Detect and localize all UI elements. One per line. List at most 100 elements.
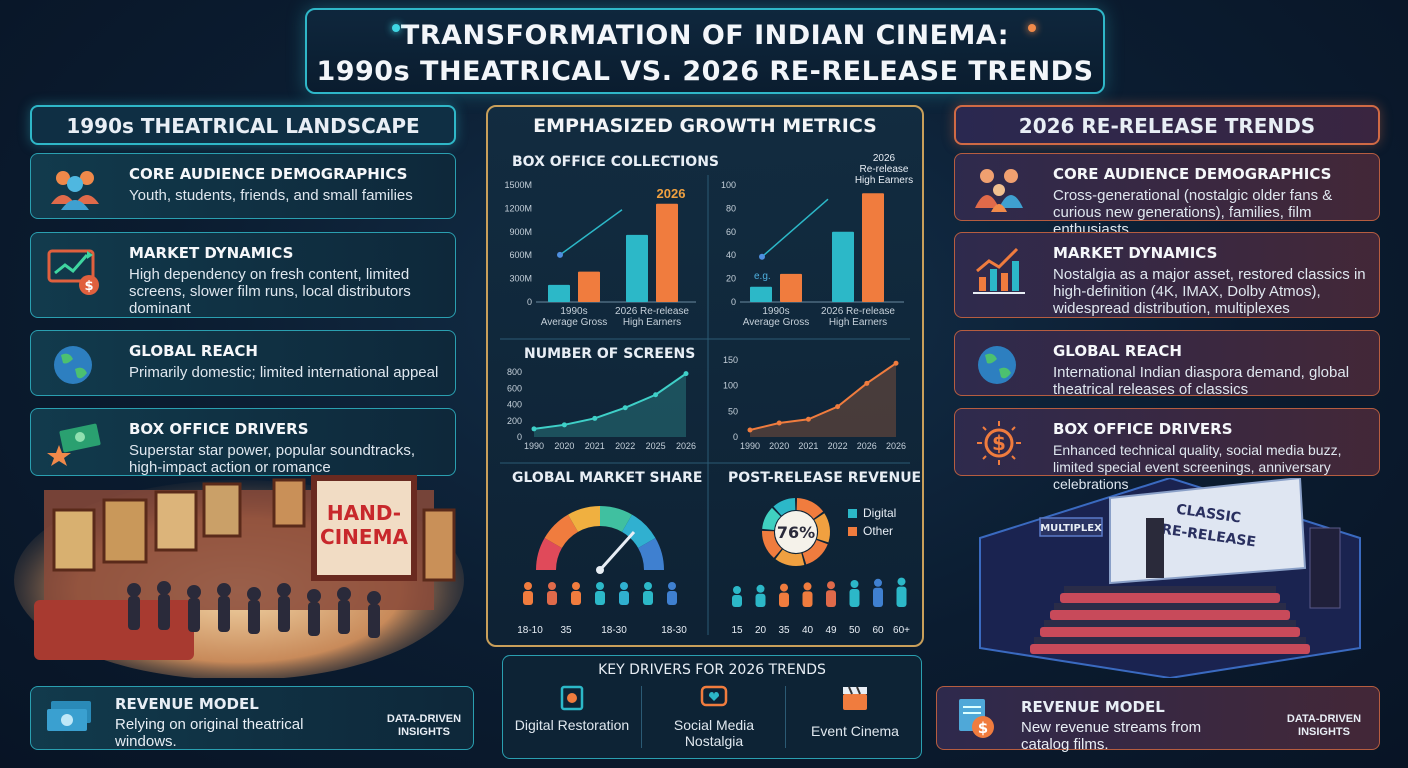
data-point [747,427,753,433]
tick-label: 0 [527,297,532,307]
vintage-theater-illustration: HAND- CINEMA [14,475,464,678]
person-figure [644,582,652,590]
person-figure [619,591,629,605]
chart-monitor-icon: $ [47,249,99,295]
right-card-audience: CORE AUDIENCE DEMOGRAPHICS Cross-generat… [954,153,1380,238]
tick-label: 800 [507,367,522,377]
gauge-segment [622,514,656,548]
person-figure [643,591,653,605]
person-figure [572,582,580,590]
card-body: Youth, students, friends, and small fami… [129,187,413,204]
person-figure [756,584,765,593]
bar [750,286,772,302]
card-body: Superstar star power, popular soundtrack… [129,442,415,476]
person-figure [897,577,906,586]
screens-label: NUMBER OF SCREENS [524,346,696,362]
pie-slice [762,507,781,530]
person-figure [803,582,812,591]
person-figure [596,582,604,590]
category-label: 1990s [762,306,789,317]
growth-chart-icon [973,247,1025,294]
revenue-title: REVENUE MODEL [1021,698,1165,716]
multiplex-theater-illustration: CLASSIC RE-RELEASE MULTIPLEX [979,478,1361,678]
bar [832,231,854,302]
data-point [776,420,782,426]
card-title: MARKET DYNAMICS [1053,244,1218,262]
document-dollar-icon: $ [959,699,994,738]
data-point [835,404,841,410]
series-line [749,362,897,431]
family-icon [975,169,1023,212]
box-office-label: BOX OFFICE COLLECTIONS [512,154,720,170]
data-point [561,422,567,428]
data-driven-tag: DATA-DRIVEN INSIGHTS [386,713,462,738]
pie-slice [814,513,830,543]
legend-label: Digital [863,506,896,520]
x-tick-label: 2026 [676,441,696,451]
age-label: 15 [731,625,743,636]
age-label: 49 [825,625,837,636]
pie-slice [775,549,805,566]
page-title: TRANSFORMATION OF INDIAN CINEMA: 1990s T… [305,8,1105,94]
person-figure [667,591,677,605]
center-percent-label: 76% [777,523,815,542]
trend-arrow [559,209,623,256]
tick-label: 600 [507,383,522,393]
gauge-segment [544,514,578,548]
tick-label: 400 [507,400,522,410]
revenue-body: Relying on original theatrical windows. [115,716,304,750]
gauge-needle [598,530,636,572]
driver-label: Event Cinema [811,723,899,739]
age-label: 60 [872,625,884,636]
left-card-audience: CORE AUDIENCE DEMOGRAPHICS Youth, studen… [30,153,456,219]
data-point [805,416,811,422]
note-label: e.g. [754,271,771,282]
tick-label: 900M [509,227,532,237]
tick-label: 600M [509,250,532,260]
data-point [653,392,659,398]
right-card-market: MARKET DYNAMICS Nostalgia as a major ass… [954,232,1380,318]
x-tick-label: 1990 [740,441,760,451]
tick-label: 300M [509,274,532,284]
person-figure [620,582,628,590]
trend-start-dot [557,251,563,258]
right-card-global: GLOBAL REACH International Indian diaspo… [954,330,1380,398]
series-line [533,372,687,430]
x-tick-label: 2026 [857,441,877,451]
revenue-title: REVENUE MODEL [115,695,259,713]
heart-chat-icon [700,685,728,707]
trend-start-dot [759,253,765,260]
age-label: 40 [802,625,814,636]
data-point [683,371,689,377]
person-figure [755,593,766,607]
left-card-global: GLOBAL REACH Primarily domestic; limited… [30,330,456,396]
annotation-label: 2026 [873,153,896,164]
tick-label: 0 [733,432,738,442]
data-point [622,405,628,411]
svg-text:CINEMA: CINEMA [320,525,408,549]
pie-slice [773,498,796,516]
growth-metrics-panel [486,105,924,647]
age-label: 18-10 [517,625,543,636]
title-glow-dot-right [1028,24,1036,32]
card-title: CORE AUDIENCE DEMOGRAPHICS [129,165,408,183]
annotation-label: High Earners [855,175,913,186]
pie-slice [802,539,828,565]
card-title: GLOBAL REACH [1053,342,1182,360]
gauge-segment [600,506,632,532]
person-figure [850,580,859,588]
person-figure [826,590,836,607]
person-figure [595,591,605,605]
driver-label: Digital Restoration [514,717,630,733]
category-label: 2026 Re-release [615,306,689,317]
driver-event-cinema: Event Cinema [787,684,923,739]
driver-label: Social Media Nostalgia [673,717,755,749]
tick-label: 0 [517,432,522,442]
bar [656,203,678,302]
film-restore-icon [560,685,584,711]
category-label: 1990s [560,306,587,317]
gauge-segment [536,538,562,570]
person-figure [668,582,676,590]
globe-icon [978,346,1016,384]
card-body: International Indian diaspora demand, gl… [1053,364,1350,398]
